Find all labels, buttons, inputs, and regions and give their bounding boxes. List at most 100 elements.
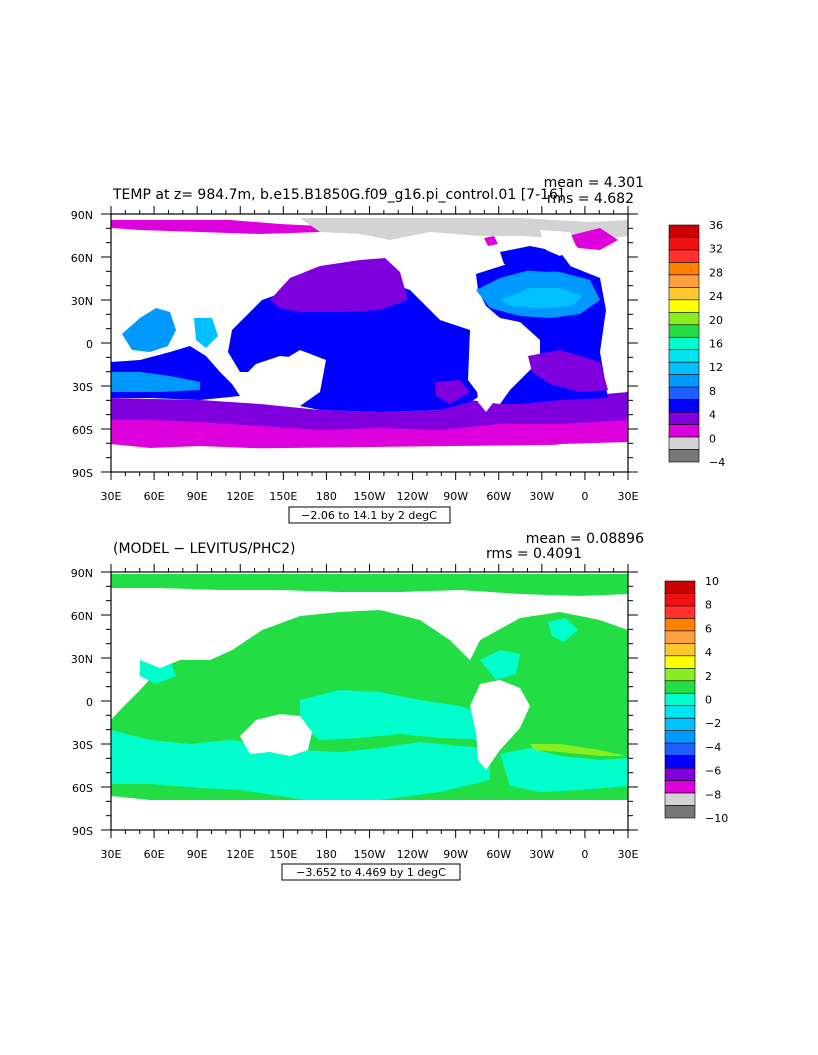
panel-1-atlantic-purple — [528, 350, 608, 392]
colorbar-swatch — [668, 374, 700, 388]
colorbar-swatch — [664, 655, 696, 669]
colorbar-label: 2 — [705, 670, 712, 683]
panel-1-lat-labels: 90N 60N 30N 0 30S 60S 90S — [71, 209, 93, 480]
lon-label: 60W — [486, 490, 511, 503]
colorbar-label: 28 — [709, 266, 723, 279]
lat-label-60n: 60N — [71, 252, 93, 265]
lon-label: 0 — [581, 490, 588, 503]
panel-1-southern-ocean-cold — [111, 418, 628, 454]
colorbar-label: −4 — [709, 456, 725, 469]
panel-1-hudson-bay — [484, 236, 498, 246]
panel-2-north-atlantic-negative — [480, 650, 520, 680]
lon-label: 60E — [144, 490, 165, 503]
colorbar-label: 10 — [705, 575, 719, 588]
colorbar-swatch — [668, 436, 700, 450]
lon-label: 90W — [443, 490, 468, 503]
lon-label: 180 — [316, 490, 337, 503]
colorbar-label: 36 — [709, 219, 723, 232]
colorbar-label: 8 — [705, 599, 712, 612]
colorbar-swatch — [668, 262, 700, 276]
panel-2-contour-info-box: −3.652 to 4.469 by 1 degC — [281, 863, 461, 881]
panel-1-map — [111, 214, 628, 472]
panel-2-south-atlantic-negative — [500, 748, 628, 792]
colorbar-label: −4 — [705, 741, 721, 754]
panel-1-australia-land — [240, 356, 312, 398]
lat-label-30n: 30N — [71, 653, 93, 666]
lon-label: 150W — [354, 490, 386, 503]
lon-label: 150E — [269, 490, 297, 503]
panel-1-title: TEMP at z= 984.7m, b.e15.B1850G.f09_g16.… — [112, 187, 563, 203]
colorbar-swatch — [668, 424, 700, 438]
lon-label: 120E — [226, 848, 254, 861]
panel-2-mean: mean = 0.08896 — [526, 531, 644, 547]
colorbar-swatch — [664, 618, 696, 632]
colorbar-label: 6 — [705, 622, 712, 635]
lon-label: 0 — [581, 848, 588, 861]
colorbar-swatch — [664, 630, 696, 644]
lat-label-eq: 0 — [86, 696, 93, 709]
colorbar-swatch — [664, 643, 696, 657]
panel-1-south-atlantic-cold — [436, 380, 470, 404]
lon-label: 30W — [529, 490, 554, 503]
panel-1-contour-info-box: −2.06 to 14.1 by 2 degC — [288, 506, 451, 524]
colorbar-label: 24 — [709, 290, 723, 303]
lon-label: 60E — [144, 848, 165, 861]
colorbar-swatch — [664, 705, 696, 719]
lat-label-30s: 30S — [72, 739, 93, 752]
panel-2-africa-land — [111, 640, 140, 720]
panel-2-south-america-land — [470, 680, 530, 770]
colorbar-swatch — [664, 742, 696, 756]
panel-2-labrador-negative — [548, 618, 578, 642]
colorbar-label: 4 — [705, 646, 712, 659]
colorbar-swatch — [668, 411, 700, 425]
panel-2-title: (MODEL − LEVITUS/PHC2) — [113, 541, 296, 557]
lon-label: 60W — [486, 848, 511, 861]
panel-1-north-pacific-purple — [270, 258, 408, 312]
panel-2-ticks — [101, 564, 638, 838]
panel-1-arabian-sea — [122, 308, 176, 352]
colorbar-swatch — [664, 805, 696, 819]
colorbar-label: 16 — [709, 338, 723, 351]
panel-2-lon-labels: 30E 60E 90E 120E 150E 180 150W 120W 90W 60W 30W 0 30… — [101, 848, 639, 861]
panel-2-north-america-land — [410, 598, 520, 660]
lon-label: 30E — [101, 848, 122, 861]
lon-label: 90E — [187, 848, 208, 861]
panel-2-south-atlantic-positive — [530, 744, 626, 756]
colorbar-label: 20 — [709, 314, 723, 327]
colorbar-swatch — [668, 224, 700, 238]
colorbar-swatch — [668, 361, 700, 375]
colorbar-label: 12 — [709, 361, 723, 374]
lat-label-30s: 30S — [72, 381, 93, 394]
colorbar-label: −2 — [705, 717, 721, 730]
panel-1-bay-of-bengal — [194, 318, 218, 348]
colorbar-label: −10 — [705, 812, 728, 825]
panel-1-arctic-ocean — [111, 220, 320, 234]
colorbar-swatch — [664, 680, 696, 694]
panel-2-map — [111, 572, 628, 830]
lon-label: 30E — [618, 848, 639, 861]
lat-label-90n: 90N — [71, 209, 93, 222]
colorbar-swatch — [664, 668, 696, 682]
panel-2-arctic-ocean — [111, 574, 628, 596]
colorbar-label: −8 — [705, 788, 721, 801]
panel-1: mean = 4.301 rms = 4.682 TEMP at z= 984.… — [71, 175, 725, 524]
colorbar-swatch — [668, 336, 700, 351]
lon-label: 120E — [226, 490, 254, 503]
colorbar-swatch — [664, 780, 696, 794]
colorbar-swatch — [664, 580, 696, 594]
colorbar-label: 4 — [709, 409, 716, 422]
colorbar-label: 32 — [709, 243, 723, 256]
panel-1-africa-land — [111, 280, 120, 300]
colorbar-swatch — [668, 312, 700, 326]
colorbar-swatch — [664, 717, 696, 731]
colorbar-swatch — [668, 349, 700, 363]
colorbar-label: −6 — [705, 765, 721, 778]
lon-label: 90W — [443, 848, 468, 861]
panel-1-greenland-land — [540, 230, 576, 256]
panel-1-contour-info: −2.06 to 14.1 by 2 degC — [301, 509, 437, 522]
panel-2-contour-info: −3.652 to 4.469 by 1 degC — [296, 866, 446, 879]
colorbar-swatch — [668, 399, 700, 413]
colorbar-label: 0 — [709, 432, 716, 445]
panel-1-barents-sea — [568, 228, 618, 250]
panel-2-westpac-negative — [140, 660, 176, 684]
